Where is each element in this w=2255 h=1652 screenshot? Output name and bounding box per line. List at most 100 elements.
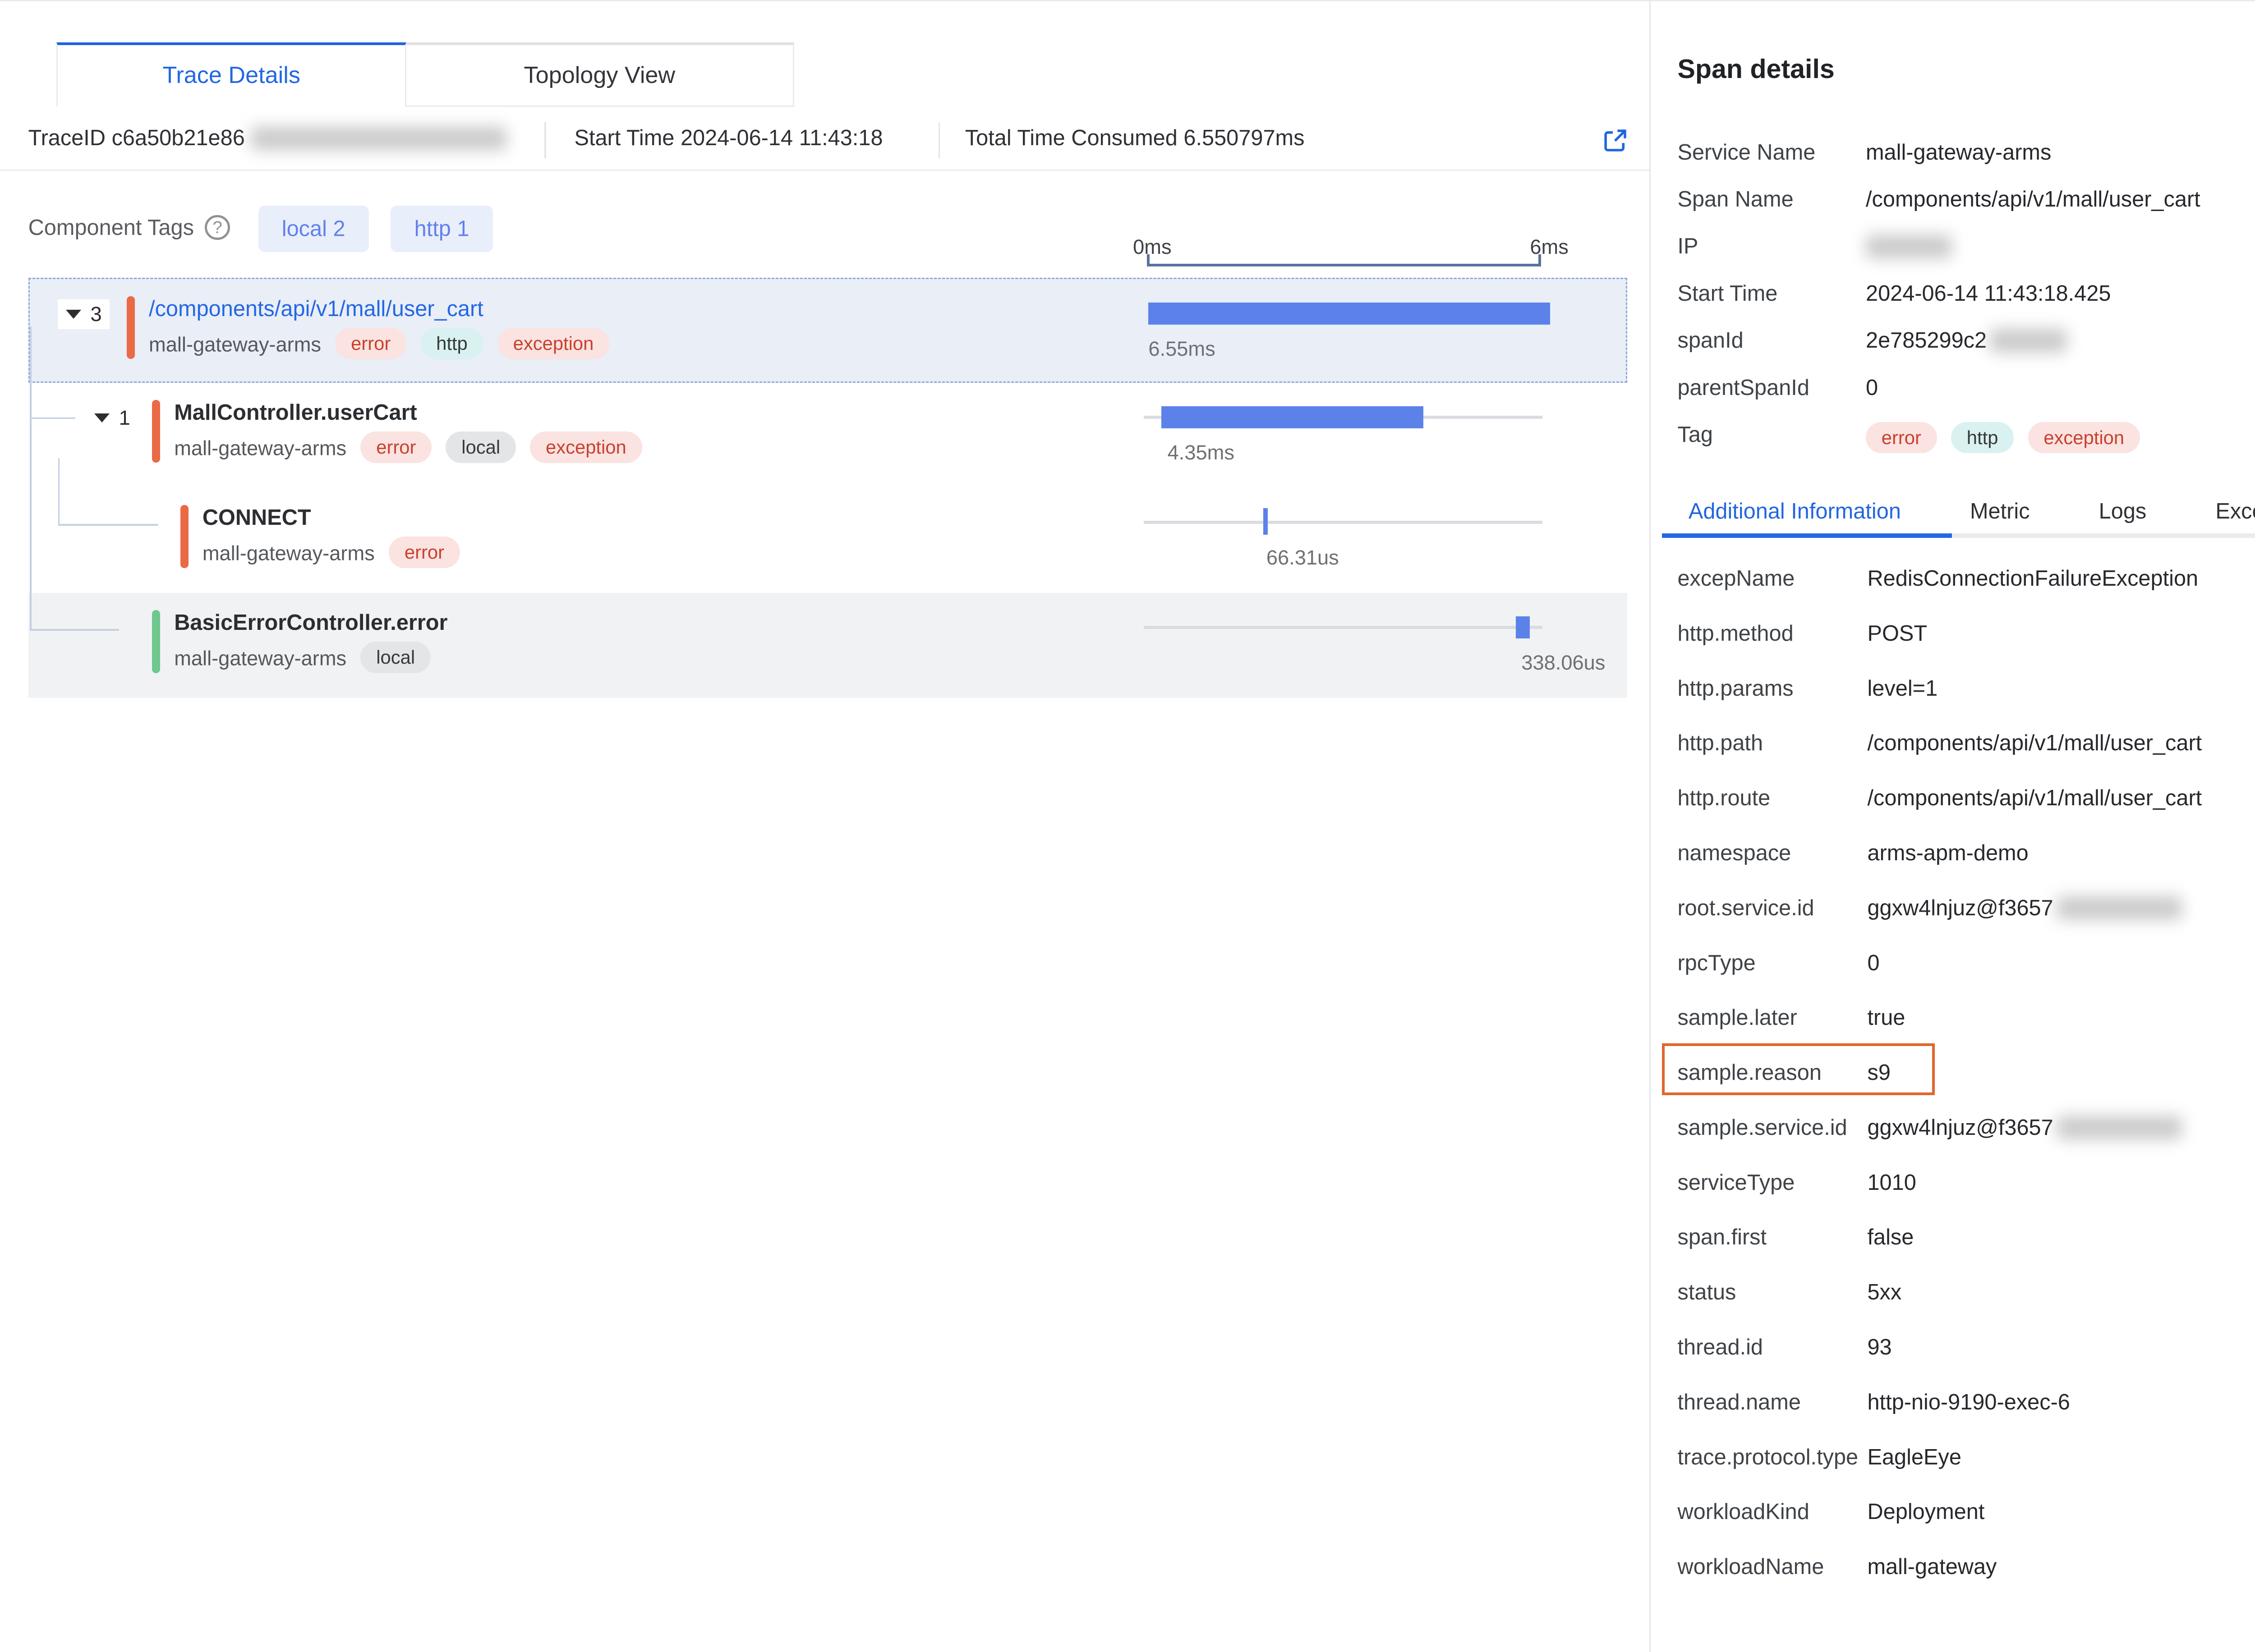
trace-meta-bar: TraceID c6a50b21e86 Start Time 2024-06-1… [0, 108, 1649, 171]
kv-row: sample.later true [1677, 1002, 2255, 1034]
kv-key: http.method [1677, 621, 1794, 646]
duration-bar[interactable] [1148, 303, 1551, 325]
kv-text: /components/api/v1/mall/user_cart [1867, 786, 2202, 811]
total-time-label: Total Time Consumed [965, 126, 1178, 151]
tag-error: error [1865, 422, 1937, 454]
kv-row: span.first false [1677, 1222, 2255, 1253]
redacted-value [1865, 234, 1952, 258]
field-row: parentSpanId 0 [1677, 375, 2255, 422]
tag-local: local [360, 642, 431, 673]
field-value: mall-gateway-arms [1866, 140, 2051, 187]
field-label: spanId [1677, 328, 1744, 353]
tag-error: error [360, 431, 432, 463]
subtab-additional-information[interactable]: Additional Information [1688, 499, 1901, 524]
span-name[interactable]: /components/api/v1/mall/user_cart [149, 297, 483, 321]
kv-value: 1010 [1867, 1167, 2255, 1199]
kv-value: 93 [1867, 1332, 2255, 1363]
trace-id-label: TraceID [28, 126, 106, 151]
span-service-line: mall-gateway-arms error local exception [174, 431, 642, 463]
kv-row: trace.protocol.type EagleEye [1677, 1442, 2255, 1473]
waterfall-row[interactable]: 1 MallController.userCart mall-gateway-arm… [28, 383, 1628, 488]
kv-key: serviceType [1677, 1170, 1795, 1195]
collapse-toggle[interactable]: 1 [86, 403, 138, 433]
kv-key: rpcType [1677, 950, 1756, 975]
meta-separator [938, 122, 940, 159]
span-name: BasicErrorController.error [174, 610, 448, 635]
timeline-end-label: 6ms [1530, 235, 1569, 258]
tag-http: http [1951, 422, 2014, 454]
meta-separator [544, 122, 546, 159]
kv-value: POST [1867, 618, 2255, 650]
subtab-exceptions[interactable]: Exceptions [2215, 499, 2255, 524]
kv-text: ggxw4lnjuz@f3657 [1867, 1115, 2053, 1140]
kv-text: 5xx [1867, 1280, 1902, 1305]
kv-key: sample.later [1677, 1005, 1797, 1030]
span-name: MallController.userCart [174, 400, 417, 425]
subtab-metric[interactable]: Metric [1970, 499, 2030, 524]
kv-text: http-nio-9190-exec-6 [1867, 1390, 2070, 1414]
field-value: 2e785299c2 [1866, 328, 2067, 375]
kv-value: http-nio-9190-exec-6 [1867, 1387, 2255, 1418]
kv-value: s9 [1867, 1057, 2255, 1089]
field-value: 0 [1866, 375, 1878, 422]
redacted-value [2056, 1116, 2182, 1140]
subtab-track [1661, 533, 2255, 538]
total-time-value: 6.550797ms [1183, 126, 1305, 151]
tag-error: error [335, 328, 407, 359]
field-value: error http exception [1865, 422, 2140, 469]
field-label: parentSpanId [1677, 375, 1809, 400]
field-row: Service Name mall-gateway-arms [1677, 140, 2255, 187]
trace-id-value: c6a50b21e86 [111, 126, 245, 151]
field-row: Span Name/components/api/v1/mall/user_ca… [1677, 187, 2255, 234]
kv-key: thread.id [1677, 1335, 1763, 1360]
field-row: Start Time 2024-06-14 11:43:18.425 [1677, 281, 2255, 328]
question-circle-icon[interactable]: ? [205, 215, 230, 240]
span-status-marker [152, 610, 160, 673]
span-status-marker [152, 400, 160, 463]
span-info: CONNECT mall-gateway-arms error [202, 505, 460, 568]
tag-error: error [389, 537, 460, 568]
waterfall-row[interactable]: BasicErrorController.error mall-gateway-a… [28, 593, 1628, 698]
service-name: mall-gateway-arms [202, 541, 375, 565]
kv-row: serviceType 1010 [1677, 1167, 2255, 1199]
waterfall-row[interactable]: CONNECT mall-gateway-arms error 66.31us [28, 488, 1628, 593]
kv-key: http.route [1677, 786, 1771, 811]
child-count: 1 [119, 406, 130, 430]
duration-bar[interactable] [1516, 616, 1530, 639]
redacted-value [2056, 896, 2182, 920]
duration-bar[interactable] [1161, 406, 1423, 428]
collapse-toggle[interactable]: 3 [58, 299, 110, 329]
span-status-marker [127, 296, 135, 359]
kv-value: Deployment [1867, 1496, 2255, 1528]
kv-key: namespace [1677, 841, 1791, 865]
kv-value: EagleEye [1867, 1442, 2255, 1473]
kv-row: http.route/components/api/v1/mall/user_c… [1677, 783, 2255, 814]
field-row: IP [1677, 234, 2255, 280]
tag-local: local [446, 431, 516, 463]
trace-id: TraceID c6a50b21e86 [28, 125, 507, 151]
kv-text: 0 [1867, 950, 1880, 975]
kv-text: 93 [1867, 1335, 1892, 1360]
tab-topology-view[interactable]: Topology View [406, 42, 794, 107]
additional-information-list: excepName RedisConnectionFailureException… [1661, 563, 2255, 1606]
component-chip[interactable]: local 2 [258, 206, 369, 252]
kv-text: true [1867, 1005, 1905, 1030]
span-extent-line [1144, 626, 1543, 629]
kv-row: workloadKind Deployment [1677, 1496, 2255, 1528]
subtab-logs[interactable]: Logs [2099, 499, 2147, 524]
page-top-border [0, 0, 2255, 2]
kv-text: RedisConnectionFailureException [1867, 566, 2199, 591]
field-label: Tag [1677, 422, 1713, 447]
kv-text: level=1 [1867, 676, 1938, 701]
duration-bar[interactable] [1263, 508, 1268, 535]
kv-key: workloadKind [1677, 1500, 1809, 1524]
tab-trace-details[interactable]: Trace Details [56, 42, 407, 107]
span-details-title: Span details [1677, 54, 1835, 84]
open-in-new-icon[interactable] [1602, 127, 1629, 159]
field-label: Span Name [1677, 187, 1794, 212]
field-value [1865, 234, 1952, 280]
kv-text: arms-apm-demo [1867, 841, 2029, 865]
waterfall-row[interactable]: 3/components/api/v1/mall/user_cart mall-g… [28, 277, 1628, 383]
child-count: 3 [90, 303, 102, 326]
component-chip[interactable]: http 1 [391, 206, 493, 252]
